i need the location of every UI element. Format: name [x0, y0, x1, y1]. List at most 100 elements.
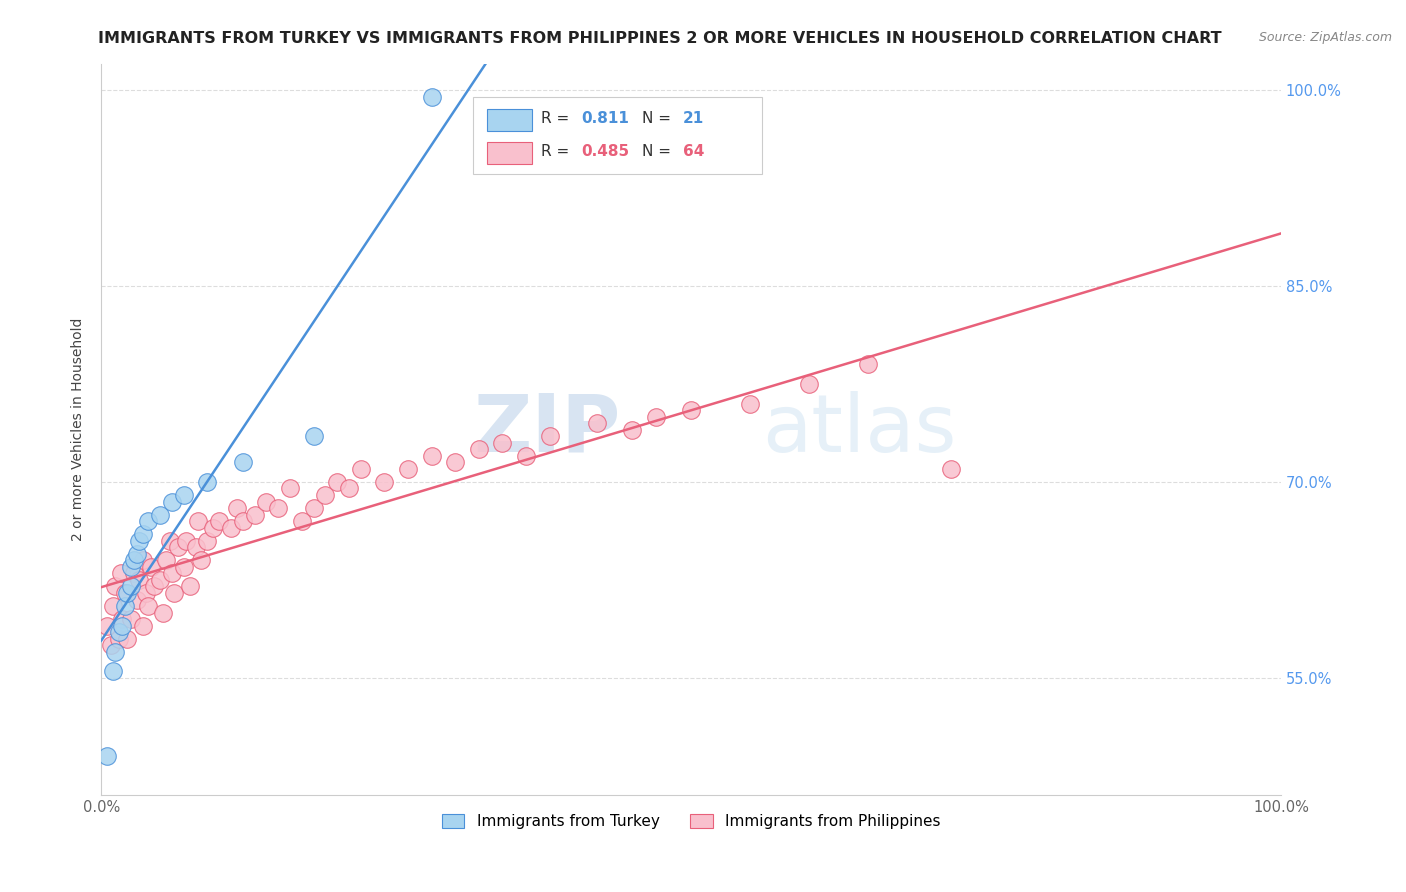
Point [267, 501, 290, 516]
Point [208, 514, 231, 528]
Point [184, 541, 207, 555]
Point [138, 514, 160, 528]
Point [396, 462, 419, 476]
Point [96, 618, 118, 632]
Point [197, 475, 219, 489]
Point [114, 586, 136, 600]
FancyBboxPatch shape [486, 142, 531, 163]
Point [96, 749, 118, 764]
Text: 0.811: 0.811 [582, 112, 630, 127]
Point [174, 533, 197, 548]
Point [197, 533, 219, 548]
Text: 21: 21 [683, 112, 704, 127]
Point [444, 455, 467, 469]
Text: R =: R = [541, 112, 575, 127]
Point [101, 665, 124, 679]
Point [515, 449, 537, 463]
Point [115, 586, 138, 600]
Point [131, 618, 153, 632]
FancyBboxPatch shape [472, 97, 762, 174]
Text: IMMIGRANTS FROM TURKEY VS IMMIGRANTS FROM PHILIPPINES 2 OR MORE VEHICLES IN HOUS: IMMIGRANTS FROM TURKEY VS IMMIGRANTS FRO… [98, 31, 1222, 46]
Point [143, 579, 166, 593]
Point [152, 606, 174, 620]
Point [167, 541, 190, 555]
Point [314, 488, 336, 502]
Point [128, 573, 150, 587]
Point [104, 645, 127, 659]
Point [225, 501, 247, 516]
Point [108, 632, 131, 646]
Point [110, 566, 132, 581]
FancyBboxPatch shape [486, 109, 531, 130]
Point [740, 396, 762, 410]
Point [190, 553, 212, 567]
Y-axis label: 2 or more Vehicles in Household: 2 or more Vehicles in Household [72, 318, 86, 541]
Point [326, 475, 349, 489]
Point [122, 553, 145, 567]
Text: Source: ZipAtlas.com: Source: ZipAtlas.com [1258, 31, 1392, 45]
Point [621, 423, 644, 437]
Point [173, 488, 195, 502]
Point [135, 586, 157, 600]
Text: N =: N = [641, 112, 675, 127]
Point [115, 632, 138, 646]
Point [420, 89, 443, 103]
Point [187, 514, 209, 528]
Point [159, 533, 181, 548]
Point [243, 508, 266, 522]
Point [120, 612, 142, 626]
Point [350, 462, 373, 476]
Point [538, 429, 561, 443]
Point [120, 579, 142, 593]
Point [160, 494, 183, 508]
Point [337, 482, 360, 496]
Point [173, 559, 195, 574]
Text: R =: R = [541, 145, 575, 160]
Point [111, 612, 134, 626]
Text: 64: 64 [683, 145, 704, 160]
Point [856, 358, 879, 372]
Point [122, 566, 145, 581]
Text: 0.485: 0.485 [582, 145, 630, 160]
Point [232, 455, 254, 469]
Point [128, 533, 150, 548]
Point [681, 403, 703, 417]
Text: atlas: atlas [762, 391, 956, 468]
Point [114, 599, 136, 613]
Point [202, 521, 225, 535]
Point [108, 625, 131, 640]
Point [373, 475, 395, 489]
Point [149, 573, 172, 587]
Point [232, 514, 254, 528]
Point [302, 501, 325, 516]
Text: N =: N = [641, 145, 675, 160]
Point [155, 553, 177, 567]
Point [179, 579, 201, 593]
Point [291, 514, 314, 528]
Point [797, 377, 820, 392]
Point [104, 579, 127, 593]
Point [585, 416, 607, 430]
Point [149, 508, 172, 522]
Point [125, 547, 148, 561]
Point [219, 521, 242, 535]
Point [254, 494, 277, 508]
Point [644, 409, 666, 424]
Point [131, 527, 153, 541]
Point [163, 586, 186, 600]
Point [101, 599, 124, 613]
Point [120, 559, 142, 574]
Text: ZIP: ZIP [472, 391, 620, 468]
Point [131, 553, 153, 567]
Point [302, 429, 325, 443]
Point [125, 592, 148, 607]
Point [939, 462, 962, 476]
Point [491, 435, 513, 450]
Point [138, 599, 160, 613]
Point [111, 618, 134, 632]
Point [100, 638, 122, 652]
Point [278, 482, 301, 496]
Point [160, 566, 183, 581]
Point [468, 442, 491, 457]
Legend: Immigrants from Turkey, Immigrants from Philippines: Immigrants from Turkey, Immigrants from … [436, 808, 946, 835]
